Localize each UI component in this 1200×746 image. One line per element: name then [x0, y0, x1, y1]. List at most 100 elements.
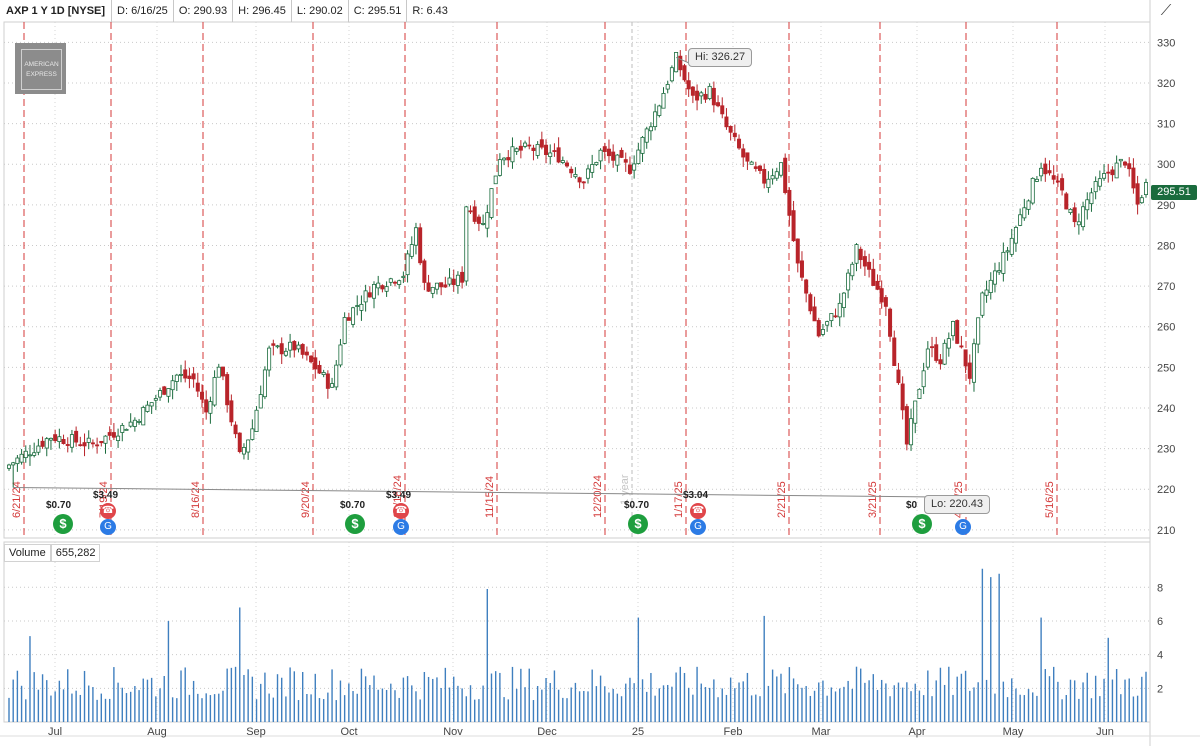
candle-body: [812, 306, 817, 322]
range-readout: R: 6.43: [406, 0, 452, 22]
candle-body: [355, 305, 360, 307]
candle-body: [665, 84, 670, 90]
candle-body: [1102, 173, 1107, 179]
month-tick-label: Sep: [246, 726, 266, 738]
earnings-badge-icon[interactable]: G: [690, 519, 706, 535]
dividend-icon[interactable]: $: [912, 514, 932, 534]
candle-body: [367, 292, 372, 298]
candle-body: [124, 428, 129, 431]
candle-body: [1089, 192, 1094, 205]
candle-body: [90, 442, 95, 445]
candle-body: [162, 386, 167, 395]
price-tick-label: 230: [1157, 444, 1175, 456]
candle-body: [267, 347, 272, 371]
candle-body: [1085, 199, 1090, 211]
candle-body: [502, 157, 507, 161]
candle-body: [921, 370, 926, 388]
candle-body: [32, 452, 37, 456]
earnings-badge-icon[interactable]: G: [955, 519, 971, 535]
earnings-icon[interactable]: ☎: [393, 503, 409, 519]
candle-body: [623, 159, 628, 163]
dividend-icon[interactable]: $: [628, 514, 648, 534]
high-readout: H: 296.45: [232, 0, 291, 22]
candle-body: [854, 244, 859, 264]
candle-body: [330, 383, 335, 388]
candle-body: [997, 270, 1002, 273]
candle-body: [199, 391, 204, 400]
candle-body: [476, 216, 481, 224]
candle-body: [896, 369, 901, 384]
low-readout: L: 290.02: [290, 0, 348, 22]
candle-body: [220, 366, 225, 377]
candle-body: [212, 377, 217, 406]
candle-body: [153, 398, 158, 401]
candle-body: [65, 444, 70, 446]
month-tick-label: Nov: [443, 726, 463, 738]
candle-body: [342, 317, 347, 344]
candle-body: [678, 55, 683, 71]
candle-body: [250, 428, 255, 440]
candle-body: [506, 157, 511, 161]
candle-body: [413, 227, 418, 246]
candle-body: [590, 164, 595, 173]
candle-body: [804, 279, 809, 294]
candle-body: [841, 292, 846, 308]
candle-body: [426, 282, 431, 292]
candle-body: [233, 424, 238, 435]
dividend-icon[interactable]: $: [53, 514, 73, 534]
candle-body: [317, 364, 322, 374]
candle-body: [514, 148, 519, 152]
candle-body: [283, 350, 288, 356]
month-tick-label: Oct: [340, 726, 357, 738]
earnings-badge-icon[interactable]: G: [393, 519, 409, 535]
dividend-label: $0.70: [340, 500, 366, 511]
candle-body: [799, 260, 804, 278]
candle-body: [942, 342, 947, 365]
candle-body: [774, 171, 779, 179]
expiration-date-label: 2/21/25: [776, 481, 788, 518]
candle-body: [1047, 170, 1052, 174]
expiration-date-label: 3/21/25: [867, 481, 879, 518]
candle-body: [762, 168, 767, 184]
earnings-icon[interactable]: ☎: [690, 503, 706, 519]
earnings-badge-icon[interactable]: G: [100, 519, 116, 535]
candle-body: [938, 359, 943, 365]
candle-body: [422, 260, 427, 283]
candle-body: [594, 162, 599, 166]
candle-body: [640, 136, 645, 154]
candle-body: [745, 152, 750, 162]
candle-body: [166, 388, 171, 397]
candle-body: [53, 434, 58, 442]
candle-body: [976, 317, 981, 345]
candle-body: [556, 147, 561, 163]
earnings-icon[interactable]: ☎: [100, 503, 116, 519]
candle-body: [1060, 178, 1065, 191]
draw-tool-icon[interactable]: ⟋: [1160, 2, 1172, 19]
dividend-icon[interactable]: $: [345, 514, 365, 534]
candle-body: [674, 52, 679, 73]
candle-body: [19, 453, 24, 463]
candle-body: [669, 67, 674, 82]
candle-body: [485, 212, 490, 229]
candle-body: [598, 149, 603, 162]
candle-body: [1051, 175, 1056, 180]
dividend-label: $0.70: [46, 500, 72, 511]
volume-tick-label: 8: [1157, 582, 1163, 594]
symbol-label[interactable]: AXP 1 Y 1D [NYSE]: [6, 5, 106, 17]
candle-body: [27, 454, 32, 457]
candle-body: [523, 142, 528, 147]
candle-body: [204, 399, 209, 413]
volume-value: 655,282: [50, 544, 101, 562]
candle-body: [858, 248, 863, 261]
candle-body: [1081, 206, 1086, 228]
candle-body: [892, 337, 897, 366]
candle-body: [1110, 169, 1115, 176]
candle-body: [460, 271, 465, 283]
candle-body: [606, 148, 611, 157]
price-tick-label: 290: [1157, 200, 1175, 212]
candle-body: [833, 315, 838, 318]
candle-body: [1076, 221, 1081, 226]
candle-body: [338, 344, 343, 366]
candle-body: [401, 275, 406, 278]
